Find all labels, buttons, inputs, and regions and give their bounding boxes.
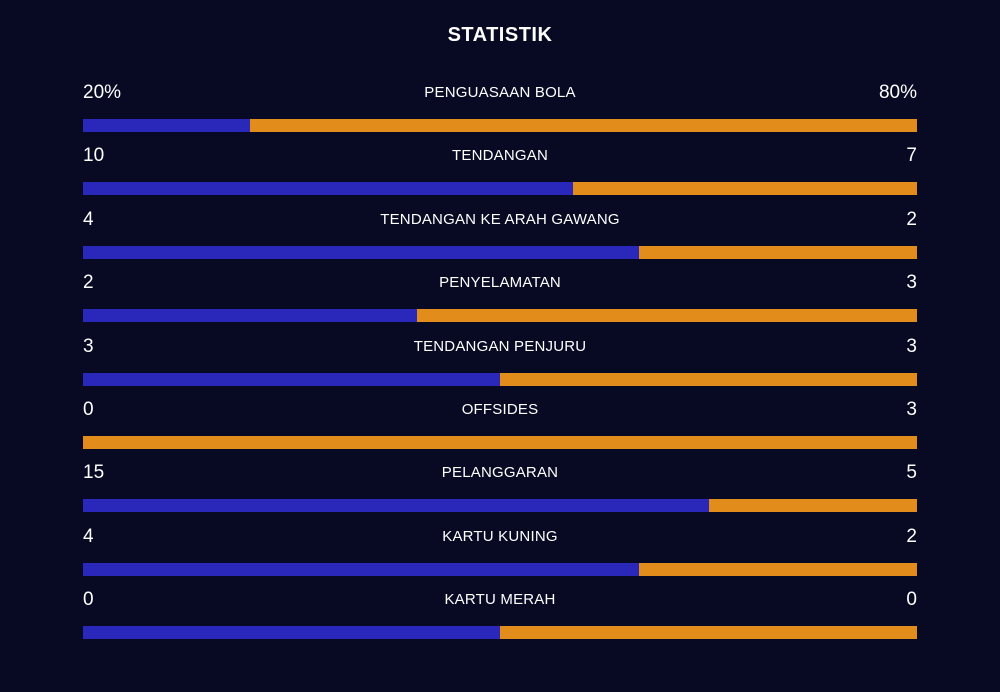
stat-label: PENGUASAAN BOLA (424, 84, 576, 101)
stat-label: TENDANGAN KE ARAH GAWANG (380, 210, 620, 228)
home-value: 4 (83, 208, 94, 230)
home-bar-segment (83, 182, 574, 196)
away-value: 3 (906, 272, 917, 294)
away-value: 2 (906, 208, 917, 230)
away-bar-segment (500, 372, 917, 386)
stat-label: TENDANGAN PENJURU (413, 337, 587, 355)
comparison-bar (83, 562, 917, 576)
comparison-bar (83, 499, 917, 513)
page-title: STATISTIK (447, 24, 553, 46)
away-value: 0 (906, 589, 917, 611)
home-bar-segment (83, 372, 500, 386)
stat-row-shots-on-target: 4 TENDANGAN KE ARAH GAWANG 2 (83, 207, 917, 270)
stat-row-offsides: 0 OFFSIDES 3 (83, 397, 917, 460)
away-bar-segment (249, 119, 917, 132)
stat-row-corners: 3 TENDANGAN PENJURU 3 (83, 334, 917, 397)
stat-row-yellow-cards: 4 KARTU KUNING 2 (83, 524, 917, 587)
away-value: 7 (906, 145, 917, 167)
away-value: 2 (906, 525, 917, 547)
home-value: 15 (83, 462, 105, 484)
stat-label: PENYELAMATAN (439, 274, 561, 292)
away-bar-segment (639, 562, 917, 576)
stat-label: OFFSIDES (461, 400, 539, 418)
comparison-bar (83, 372, 917, 386)
away-bar-segment (708, 499, 917, 513)
away-value: 80% (878, 82, 917, 103)
away-bar-segment (639, 245, 917, 259)
home-value: 3 (83, 335, 94, 357)
stat-row-fouls: 15 PELANGGARAN 5 (83, 460, 917, 523)
home-bar-segment (83, 245, 640, 259)
home-bar-segment (83, 626, 500, 640)
stat-row-shots: 10 TENDANGAN 7 (83, 143, 917, 206)
comparison-bar (83, 119, 917, 132)
comparison-bar (83, 626, 917, 640)
away-bar-segment (83, 435, 917, 449)
home-value: 10 (83, 145, 105, 167)
away-value: 3 (906, 398, 917, 420)
stat-row-possession: 20% PENGUASAAN BOLA 80% (83, 80, 917, 143)
stat-label: KARTU MERAH (444, 591, 556, 609)
home-value: 20% (83, 82, 122, 103)
stat-row-red-cards: 0 KARTU MERAH 0 (83, 587, 917, 650)
comparison-bar (83, 182, 917, 196)
away-bar-segment (416, 309, 917, 323)
home-value: 2 (83, 272, 94, 294)
away-value: 3 (906, 335, 917, 357)
home-bar-segment (83, 119, 250, 132)
home-bar-segment (83, 562, 640, 576)
home-bar-segment (83, 309, 417, 323)
comparison-bar (83, 309, 917, 323)
stat-label: KARTU KUNING (442, 527, 558, 545)
stat-label: PELANGGARAN (441, 464, 559, 482)
home-value: 0 (83, 398, 94, 420)
away-bar-segment (573, 182, 917, 196)
comparison-bar (83, 435, 917, 449)
away-bar-segment (500, 626, 917, 640)
away-value: 5 (906, 462, 917, 484)
stats-list: 20% PENGUASAAN BOLA 80% 10 TENDANGAN 7 (83, 80, 917, 651)
comparison-bar (83, 245, 917, 259)
stat-label: TENDANGAN (452, 147, 548, 165)
home-value: 0 (83, 589, 94, 611)
home-value: 4 (83, 525, 94, 547)
stat-row-saves: 2 PENYELAMATAN 3 (83, 270, 917, 333)
home-bar-segment (83, 499, 709, 513)
